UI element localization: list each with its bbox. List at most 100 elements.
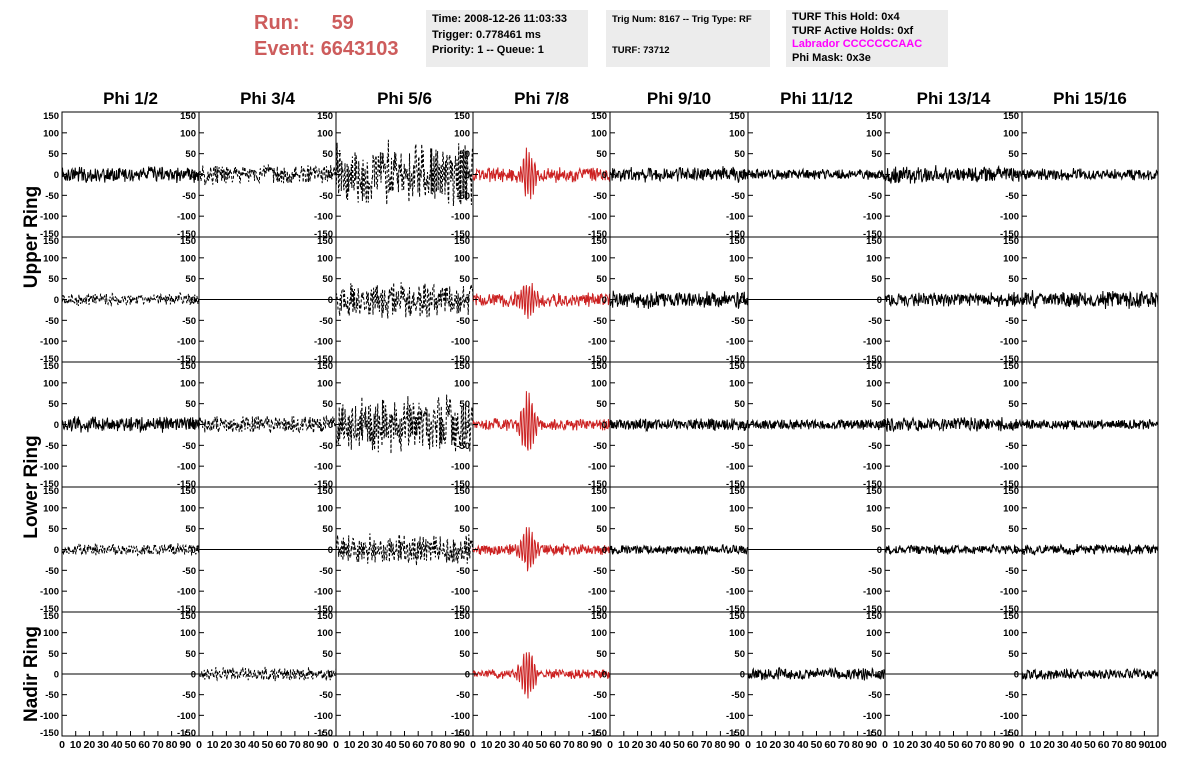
y-tick-label: 150 [43,611,59,622]
y-tick-label: 150 [180,611,196,622]
x-tick-label: 10 [481,739,493,751]
y-tick-label: -50 [1005,316,1019,327]
x-tick-label: 30 [371,739,383,751]
y-tick-label: 50 [48,524,59,535]
y-tick-label: 0 [328,545,333,556]
y-tick-label: 50 [596,524,607,535]
phi-header-7: Phi 13/14 [917,89,991,108]
y-tick-label: 0 [191,170,196,181]
y-tick-label: 100 [180,378,196,389]
y-tick-label: -100 [863,462,882,473]
y-tick-label: -50 [319,441,333,452]
x-tick-label: 90 [453,739,465,751]
y-tick-label: 150 [43,361,59,372]
waveform-3-8 [1021,418,1159,430]
y-tick-label: 50 [459,274,470,285]
x-tick-label: 60 [549,739,561,751]
y-tick-label: 0 [602,545,607,556]
x-tick-label: 80 [303,739,315,751]
labrador-text: Labrador CCCCCCCAAC [792,38,923,50]
x-tick-label: 40 [934,739,946,751]
y-tick-label: 150 [317,486,333,497]
y-tick-label: 150 [317,361,333,372]
y-tick-label: 0 [877,420,882,431]
y-tick-label: -100 [1000,462,1019,473]
x-tick-label: 40 [111,739,123,751]
y-tick-label: 50 [734,149,745,160]
y-tick-label: 150 [591,236,607,247]
y-tick-label: -150 [177,229,196,240]
run-label: Run: [254,12,300,34]
x-tick-label: 20 [632,739,644,751]
x-tick-label: 80 [166,739,178,751]
y-tick-label: -100 [1000,711,1019,722]
y-tick-label: -150 [451,229,470,240]
x-tick-label: 80 [577,739,589,751]
y-tick-label: 150 [591,361,607,372]
waveform-1-2 [198,164,337,186]
y-tick-label: 150 [729,236,745,247]
y-tick-label: -50 [593,441,607,452]
y-tick-label: 50 [734,524,745,535]
y-tick-label: 100 [591,628,607,639]
run-value: 59 [331,12,354,34]
y-tick-label: 0 [191,295,196,306]
y-tick-label: 50 [1008,149,1019,160]
y-tick-label: 0 [191,420,196,431]
x-tick-label: 90 [590,739,602,751]
x-tick-label: 0 [470,739,476,751]
x-tick-label: 90 [1002,739,1014,751]
y-tick-label: -150 [314,229,333,240]
x-tick-label: 10 [344,739,356,751]
x-tick-label: 90 [865,739,877,751]
x-tick-label: 80 [989,739,1001,751]
y-tick-label: 150 [43,111,59,122]
x-tick-label: 50 [262,739,274,751]
y-tick-label: -100 [1000,212,1019,223]
y-tick-label: -150 [863,728,882,739]
y-tick-label: 150 [1003,611,1019,622]
y-tick-label: 50 [459,399,470,410]
y-tick-label: -50 [593,191,607,202]
y-tick-label: 0 [602,670,607,681]
y-tick-label: 150 [43,486,59,497]
y-tick-label: 50 [871,524,882,535]
y-tick-label: -50 [456,316,470,327]
y-tick-label: 50 [1008,399,1019,410]
y-tick-label: 100 [43,253,59,264]
x-tick-label: 30 [920,739,932,751]
y-tick-label: 150 [1003,361,1019,372]
x-tick-label: 20 [221,739,233,751]
x-tick-label: 40 [522,739,534,751]
y-tick-label: 0 [877,170,882,181]
x-tick-label: 10 [756,739,768,751]
y-tick-label: -100 [863,337,882,348]
x-tick-label: 0 [1019,739,1025,751]
y-tick-label: 150 [866,486,882,497]
y-tick-label: -50 [731,191,745,202]
y-tick-label: 100 [317,503,333,514]
y-tick-label: 150 [866,111,882,122]
x-tick-label: 40 [385,739,397,751]
x-tick-label: 10 [70,739,82,751]
waveform-4-1 [61,543,200,557]
y-tick-label: -100 [40,462,59,473]
y-tick-label: 0 [54,545,59,556]
y-tick-label: 100 [180,253,196,264]
phi-header-2: Phi 3/4 [240,89,295,108]
x-tick-label: 50 [1084,739,1096,751]
y-tick-label: 150 [454,611,470,622]
y-tick-label: 0 [1014,545,1019,556]
y-tick-label: -50 [868,191,882,202]
waveform-3-7 [884,416,1023,433]
y-tick-label: -50 [45,441,59,452]
x-tick-label: 50 [125,739,137,751]
y-tick-label: 0 [191,545,196,556]
y-tick-label: -150 [726,479,745,490]
y-tick-label: -50 [45,191,59,202]
y-tick-label: 50 [322,649,333,660]
y-tick-label: -50 [45,690,59,701]
y-tick-label: -100 [451,212,470,223]
x-tick-label: 80 [440,739,452,751]
y-tick-label: 0 [740,295,745,306]
